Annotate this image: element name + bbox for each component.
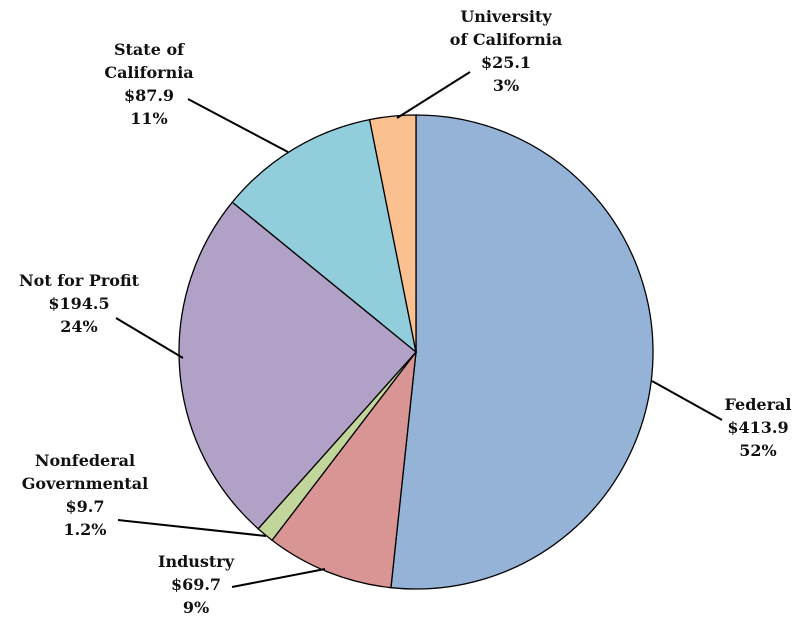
leader-line-university-of-california (396, 71, 471, 119)
pie-slice-industry (271, 349, 417, 589)
pie-slice-not-for-profit (178, 201, 417, 530)
leader-line-industry (231, 568, 326, 588)
slice-name-line: Industry (158, 552, 235, 571)
slice-percent-label: 11% (130, 109, 167, 128)
pie-slices (178, 114, 654, 590)
slice-name-line: of California (450, 30, 562, 49)
slice-value-label: $87.9 (124, 86, 174, 105)
slice-percent-label: 9% (183, 598, 209, 617)
pie-slice-state-of-california (231, 118, 417, 354)
data-label-university-of-california: University of California $25.1 3% (450, 7, 562, 95)
leader-line-state-of-california (187, 98, 289, 153)
slice-labels: Federal $413.9 52% Industry $69.7 9% Nonfedera… (19, 7, 791, 617)
slice-name-line: Not for Profit (19, 271, 140, 290)
data-label-not-for-profit: Not for Profit $194.5 24% (19, 271, 140, 336)
slice-name-line: State of (114, 40, 185, 59)
slice-value-label: $194.5 (48, 294, 109, 313)
data-label-industry: Industry $69.7 9% (158, 552, 235, 617)
leader-line-federal (651, 380, 723, 421)
pie-slice-university-of-california (368, 114, 417, 353)
slice-percent-label: 52% (739, 441, 776, 460)
leader-lines (115, 71, 723, 588)
slice-name-line: Federal (725, 395, 792, 414)
data-label-state-of-california: State of California $87.9 11% (104, 40, 193, 128)
slice-name-line: California (104, 63, 193, 82)
pie-slice-federal (390, 114, 654, 590)
slice-value-label: $413.9 (727, 418, 788, 437)
leader-line-not-for-profit (115, 317, 184, 359)
slice-percent-label: 24% (60, 317, 97, 336)
slice-name-line: Nonfederal (35, 451, 135, 470)
slice-percent-label: 3% (493, 76, 519, 95)
leader-line-nonfederal-governmental (117, 519, 267, 537)
slice-value-label: $9.7 (66, 497, 105, 516)
slice-value-label: $25.1 (481, 53, 531, 72)
data-label-nonfederal-governmental: Nonfederal Governmental $9.7 1.2% (22, 451, 148, 539)
slice-name-line: Governmental (22, 474, 148, 493)
data-label-federal: Federal $413.9 52% (725, 395, 792, 460)
slice-value-label: $69.7 (171, 575, 221, 594)
slice-name-line: University (460, 7, 552, 26)
slice-percent-label: 1.2% (63, 520, 106, 539)
